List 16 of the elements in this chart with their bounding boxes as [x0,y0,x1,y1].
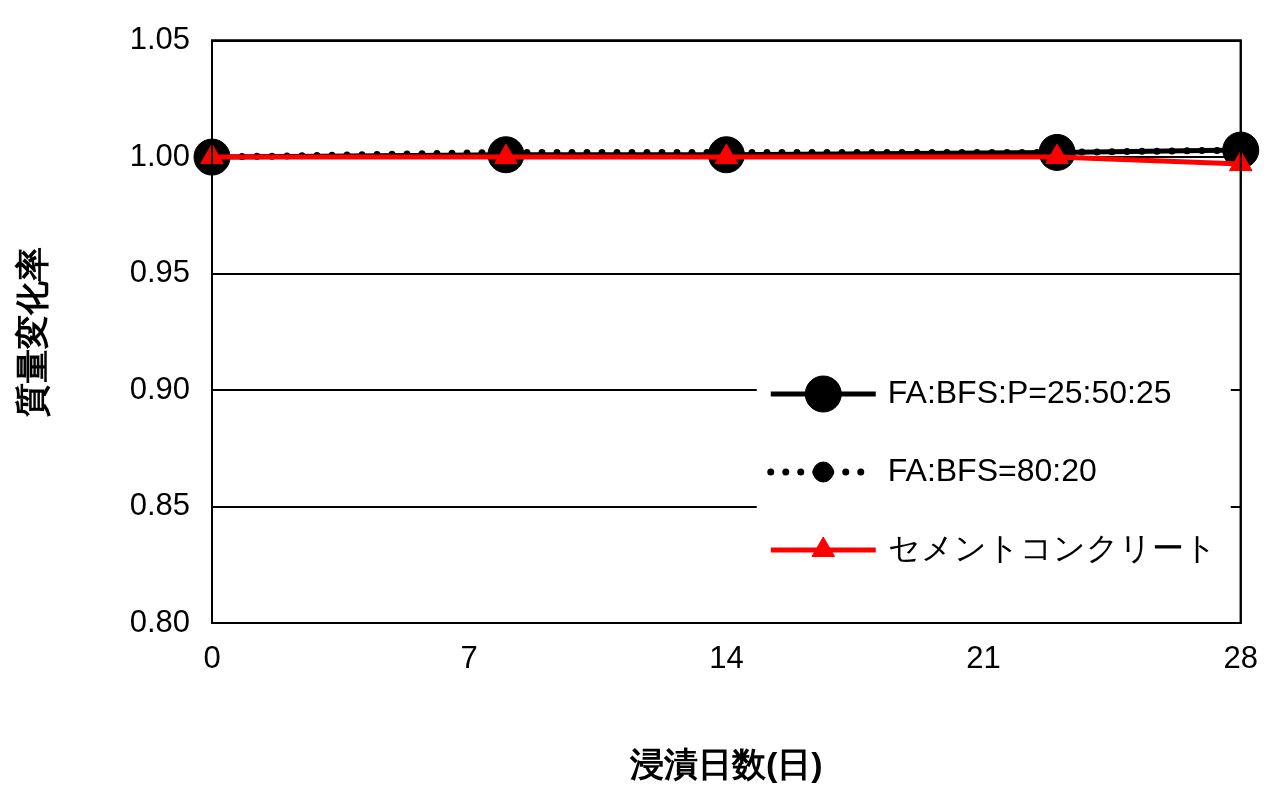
legend-label: FA:BFS:P=25:50:25 [887,373,1172,410]
x-tick-label: 21 [966,640,1001,676]
x-axis-title: 浸漬日数(日) [629,744,823,783]
legend-label: セメントコンクリート [887,529,1217,566]
x-tick-label: 0 [203,640,221,676]
legend-label: FA:BFS=80:20 [887,451,1097,488]
y-axis-title: 質量変化率 [12,246,51,418]
y-tick-label: 0.85 [129,487,190,523]
y-tick-label: 1.00 [129,137,190,173]
x-tick-label: 7 [460,640,478,676]
y-tick-label: 1.05 [129,21,190,57]
x-tick-label: 14 [709,640,744,676]
y-tick-label: 0.80 [129,603,190,639]
x-tick-label: 28 [1223,640,1258,676]
y-tick-label: 0.95 [129,254,190,290]
y-tick-label: 0.90 [129,370,190,406]
